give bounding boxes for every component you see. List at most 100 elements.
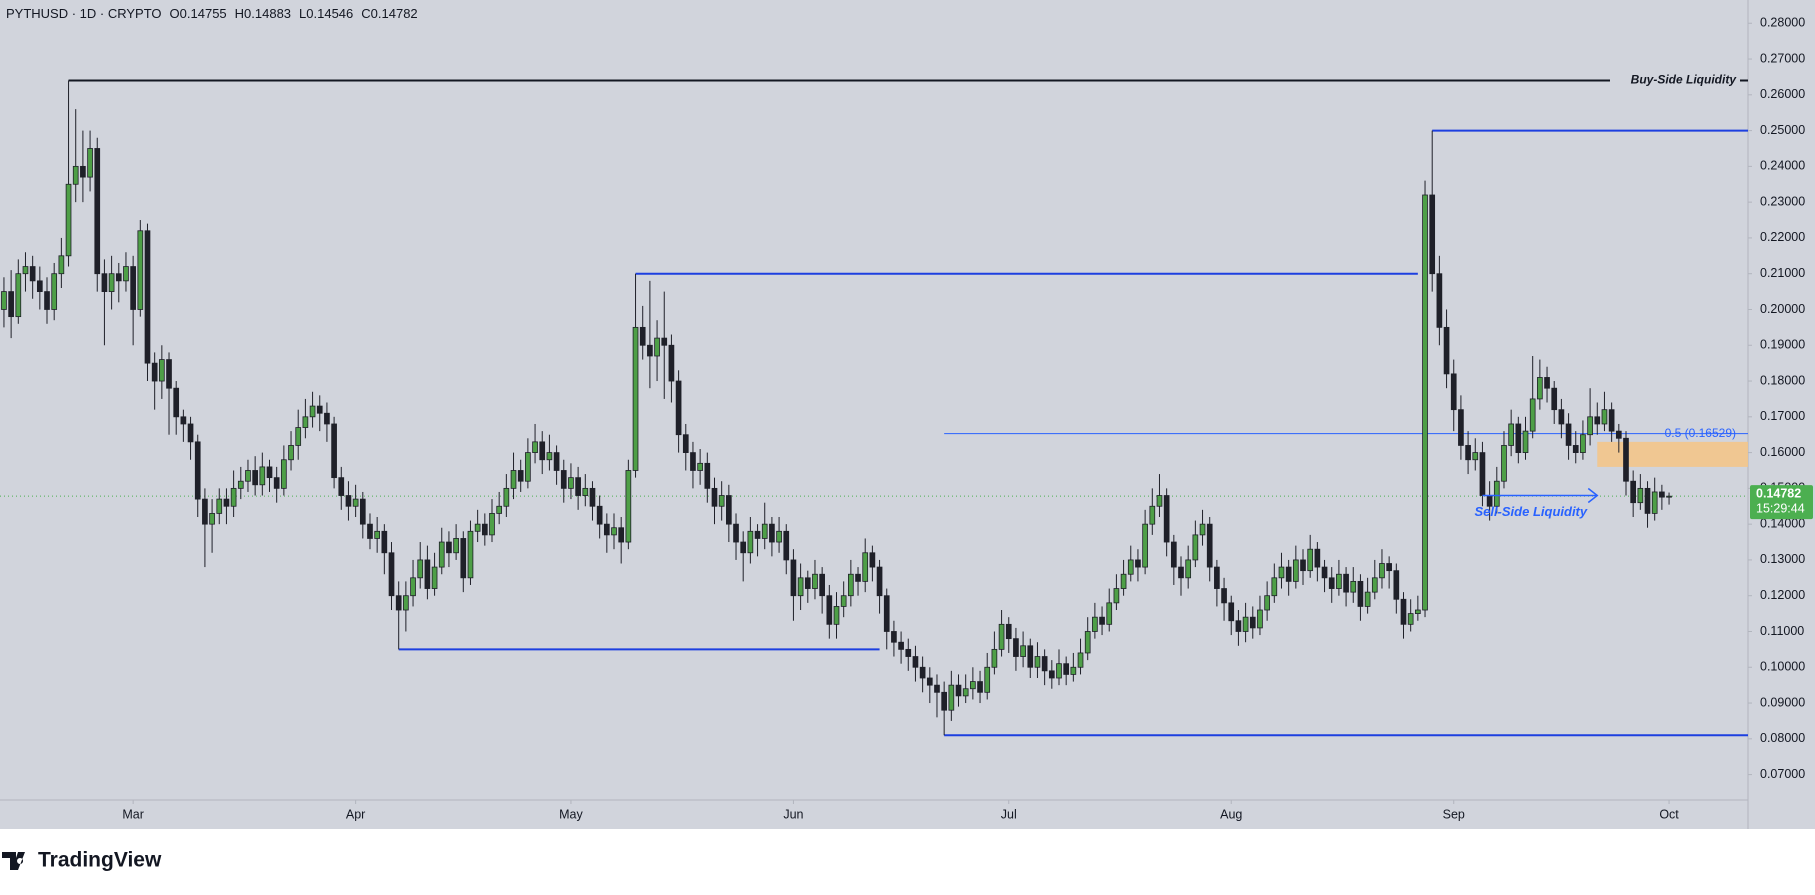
candle-body (1450, 373, 1457, 411)
candle-body (1429, 194, 1436, 275)
candle-body (790, 559, 797, 597)
x-tick-label: May (559, 807, 583, 821)
candle-body (173, 387, 180, 418)
candle-body (1493, 480, 1500, 507)
candle-body (1472, 452, 1479, 461)
candle-body (1271, 577, 1278, 597)
y-tick-label: 0.13000 (1760, 552, 1805, 566)
brand-name: TradingView (38, 849, 162, 872)
candle-body (1285, 566, 1292, 582)
supply-zone (1597, 441, 1748, 467)
candle-body (1436, 273, 1443, 328)
candle-body (855, 573, 861, 582)
candle-body (517, 470, 524, 482)
candle-body (388, 552, 395, 597)
candle-body (72, 165, 79, 185)
candle-body (1522, 430, 1529, 453)
candle-body (661, 337, 668, 346)
candle-body (230, 487, 237, 507)
candle-body (1056, 663, 1062, 679)
candle-body (876, 566, 883, 597)
candle-body (87, 148, 93, 178)
candle-body (503, 487, 510, 507)
candle-body (1142, 523, 1148, 568)
candle-body (912, 656, 919, 668)
candle-body (395, 595, 402, 611)
candle-body (1666, 495, 1672, 498)
candle-body (94, 148, 101, 275)
candle-body (668, 344, 675, 382)
candle-body (869, 552, 876, 568)
candle-body (546, 452, 553, 461)
candle-body (596, 505, 603, 525)
candle-body (919, 666, 926, 679)
candle-body (115, 273, 122, 282)
candle-body (625, 470, 632, 543)
y-tick-label: 0.17000 (1760, 409, 1805, 423)
candle-body (1307, 548, 1314, 572)
candle-body (489, 513, 495, 536)
y-tick-label: 0.25000 (1760, 123, 1805, 137)
candle-body (747, 530, 754, 554)
candle-body (991, 648, 998, 668)
candle-body (977, 681, 983, 693)
candle-body (1393, 570, 1400, 600)
candle-body (151, 362, 158, 382)
candle-body (589, 487, 596, 507)
candle-body (1515, 423, 1522, 453)
candle-body (1371, 577, 1378, 593)
candle-body (1170, 541, 1177, 568)
candle-body (898, 641, 904, 650)
candle-body (453, 538, 459, 554)
candle-body (359, 498, 366, 525)
candle-body (560, 470, 567, 489)
candle-body (137, 230, 144, 310)
candle-body (1594, 416, 1601, 425)
candle-body (403, 595, 409, 611)
candle-body (525, 452, 531, 482)
candle-body (1407, 613, 1414, 625)
candle-body (338, 477, 345, 496)
candle-body (1077, 652, 1084, 668)
candle-body (209, 513, 215, 525)
candle-body (761, 523, 768, 539)
y-tick-label: 0.14000 (1760, 516, 1805, 530)
candle-body (481, 523, 488, 536)
candle-body (1156, 495, 1163, 507)
brand-icon (2, 852, 25, 870)
candle-body (1587, 416, 1593, 436)
candle-body (259, 466, 266, 486)
candle-body (611, 527, 617, 536)
candle-body (288, 445, 294, 461)
y-tick-label: 0.28000 (1760, 16, 1805, 30)
candle-body (1027, 645, 1034, 668)
candle-body (1228, 602, 1235, 622)
candle-body (1565, 423, 1572, 446)
candle-body (302, 416, 309, 428)
candle-body (1350, 580, 1357, 593)
candle-body (1422, 194, 1428, 611)
candle-body (740, 541, 747, 554)
y-tick-label: 0.22000 (1760, 230, 1805, 244)
y-tick-label: 0.23000 (1760, 194, 1805, 208)
candle-body (1135, 559, 1141, 568)
candle-body (223, 498, 230, 507)
candle-body (948, 684, 955, 711)
level-label-bg (1610, 71, 1740, 90)
candle-body (1364, 591, 1371, 607)
y-tick-label: 0.12000 (1760, 588, 1805, 602)
candle-body (245, 470, 251, 482)
candle-body (424, 559, 431, 589)
candle-body (80, 165, 86, 178)
level-label: Buy-Side Liquidity (1631, 73, 1738, 87)
x-tick-label: Jun (783, 807, 803, 821)
candle-body (1651, 491, 1658, 514)
candle-body (539, 441, 546, 461)
candle-body (1099, 616, 1105, 625)
y-tick-label: 0.07000 (1760, 767, 1805, 781)
candle-body (22, 266, 29, 275)
candle-body (1630, 480, 1637, 504)
candle-body (496, 505, 503, 514)
countdown-label: 15:29:44 (1756, 501, 1805, 515)
